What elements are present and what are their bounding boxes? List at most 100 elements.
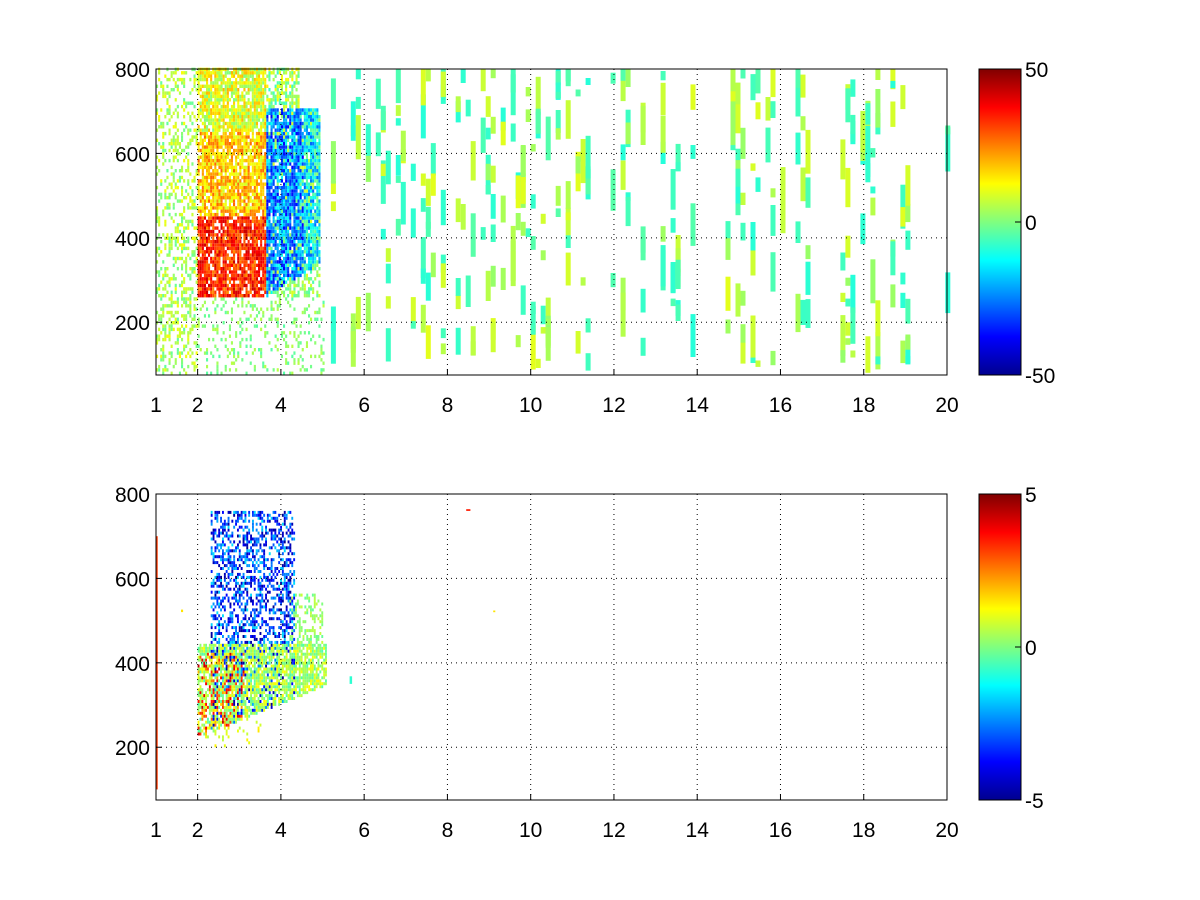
heatmap-cell	[735, 82, 741, 105]
heatmap-cell	[176, 297, 179, 301]
heatmap-cell	[299, 287, 302, 291]
heatmap-cell	[210, 640, 213, 644]
heatmap-cell	[249, 158, 252, 163]
heatmap-cell	[266, 199, 269, 203]
heatmap-cell	[168, 206, 171, 210]
heatmap-cell	[308, 290, 311, 294]
heatmap-cell	[750, 356, 756, 363]
heatmap-cell	[314, 145, 317, 149]
heatmap-cell	[203, 138, 206, 142]
heatmap-cell	[237, 179, 240, 183]
heatmap-cell	[197, 108, 200, 112]
heatmap-cell	[195, 128, 198, 132]
heatmap-cell	[287, 229, 290, 234]
heatmap-cell	[280, 74, 283, 78]
heatmap-cell	[805, 129, 811, 174]
heatmap-cell	[270, 307, 273, 311]
heatmap-cell	[262, 165, 265, 170]
heatmap-cell	[289, 179, 292, 183]
heatmap-cell	[189, 287, 192, 291]
heatmap-cell	[293, 334, 296, 338]
heatmap-cell	[168, 158, 171, 163]
heatmap-cell	[176, 84, 179, 88]
heatmap-cell	[264, 162, 267, 166]
heatmap-cell	[890, 101, 896, 127]
heatmap-cell	[239, 142, 242, 146]
heatmap-cell	[287, 260, 290, 264]
heatmap-cell	[181, 104, 184, 109]
heatmap-cell	[299, 226, 302, 230]
heatmap-cell	[237, 229, 240, 234]
heatmap-cell	[312, 253, 315, 257]
heatmap-cell	[218, 543, 221, 547]
heatmap-cell	[268, 290, 271, 294]
heatmap-cell	[251, 277, 254, 281]
heatmap-cell	[224, 111, 227, 115]
heatmap-cell	[247, 84, 250, 88]
heatmap-cell	[172, 263, 175, 267]
heatmap-cell	[214, 243, 217, 247]
heatmap-cell	[268, 71, 271, 75]
heatmap-cell	[214, 344, 217, 348]
heatmap-cell	[276, 294, 279, 298]
heatmap-cell	[293, 267, 296, 271]
heatmap-cell	[160, 267, 163, 271]
heatmap-cell	[255, 179, 258, 183]
heatmap-cell	[247, 115, 250, 119]
y-tick-label: 200	[115, 312, 150, 335]
heatmap-cell	[291, 121, 294, 126]
heatmap-cell	[197, 192, 200, 197]
heatmap-cell	[216, 131, 219, 136]
heatmap-cell	[262, 189, 265, 193]
heatmap-cell	[264, 169, 267, 173]
heatmap-cell	[295, 317, 298, 321]
heatmap-cell	[276, 270, 279, 274]
heatmap-cell	[185, 287, 188, 291]
heatmap-cell	[197, 182, 200, 186]
heatmap-cell	[295, 233, 298, 237]
heatmap-cell	[245, 260, 248, 264]
heatmap-cell	[207, 717, 209, 721]
heatmap-cell	[266, 331, 269, 335]
heatmap-cell	[216, 590, 219, 594]
heatmap-cell	[230, 277, 233, 281]
heatmap-cell	[272, 290, 275, 294]
heatmap-cell	[251, 179, 254, 183]
heatmap-cell	[255, 206, 258, 210]
heatmap-cell	[278, 297, 281, 301]
heatmap-cell	[375, 78, 381, 109]
heatmap-cell	[255, 226, 258, 230]
heatmap-cell	[216, 118, 219, 122]
heatmap-cell	[249, 189, 252, 193]
heatmap-cell	[620, 160, 626, 190]
heatmap-cell	[280, 158, 283, 163]
heatmap-cell	[197, 673, 200, 677]
heatmap-cell	[174, 185, 177, 190]
heatmap-cell	[278, 277, 281, 281]
heatmap-cell	[216, 273, 219, 278]
heatmap-cell	[245, 287, 248, 291]
heatmap-cell	[312, 135, 315, 139]
heatmap-cell	[280, 239, 283, 244]
heatmap-cell	[245, 192, 248, 197]
heatmap-cell	[241, 91, 244, 95]
heatmap-cell	[176, 199, 179, 203]
heatmap-cell	[276, 108, 279, 112]
heatmap-cell	[301, 233, 304, 237]
heatmap-cell	[303, 206, 306, 210]
heatmap-cell	[318, 253, 321, 257]
heatmap-cell	[295, 199, 298, 203]
heatmap-cell	[274, 148, 277, 153]
heatmap-cell	[208, 121, 211, 126]
heatmap-cell	[253, 91, 256, 95]
heatmap-cell	[214, 673, 217, 677]
heatmap-cell	[168, 304, 171, 308]
heatmap-cell	[255, 290, 258, 294]
heatmap-cell	[260, 223, 263, 227]
heatmap-cell	[181, 192, 184, 197]
heatmap-cell	[308, 196, 311, 200]
heatmap-cell	[214, 632, 217, 635]
heatmap-cell	[205, 667, 207, 671]
heatmap-cell	[283, 263, 286, 267]
heatmap-cell	[218, 664, 221, 668]
